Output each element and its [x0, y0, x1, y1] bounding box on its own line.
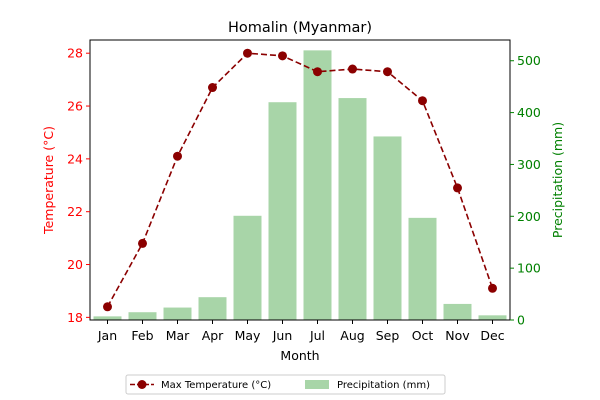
y-axis-left-label: Temperature (°C)	[41, 126, 56, 235]
y-left-tick-label: 28	[67, 46, 83, 61]
precipitation-bar-sep	[373, 136, 402, 320]
temperature-point-feb	[138, 238, 147, 248]
legend-label-temperature: Max Temperature (°C)	[161, 380, 271, 391]
x-tick-label: Oct	[412, 328, 434, 343]
temperature-point-jun	[278, 51, 287, 61]
legend-marker-swatch	[137, 380, 147, 389]
legend: Max Temperature (°C) Precipitation (mm)	[125, 374, 446, 395]
temperature-point-aug	[348, 64, 357, 74]
x-tick-label: Mar	[166, 328, 190, 343]
x-tick-label: Jul	[309, 328, 325, 343]
x-tick-label: Dec	[480, 328, 504, 343]
temperature-point-mar	[173, 151, 182, 161]
y-left-tick-label: 22	[67, 204, 83, 219]
x-tick-label: Aug	[340, 328, 364, 343]
precipitation-bar-oct	[408, 217, 437, 320]
x-axis-label: Month	[280, 348, 319, 363]
y-right-tick-label: 400	[517, 105, 541, 120]
temperature-point-may	[243, 48, 252, 58]
precipitation-bar-feb	[128, 312, 157, 320]
y-right-tick-label: 100	[517, 261, 541, 276]
x-tick-label: Sep	[376, 328, 400, 343]
y-right-tick-label: 500	[517, 53, 541, 68]
precipitation-bar-apr	[198, 297, 227, 320]
x-tick-label: Jun	[272, 328, 293, 343]
precipitation-bar-dec	[478, 315, 507, 320]
legend-frame	[125, 374, 446, 395]
axes: 18 20 22 24 26 28 0 100 200 300 400 500 Jan Feb Mar Apr…	[67, 39, 541, 343]
y-left-tick-label: 18	[67, 310, 83, 325]
precipitation-bar-nov	[443, 303, 472, 320]
y-right-tick-label: 300	[517, 157, 541, 172]
temperature-point-oct	[418, 96, 427, 106]
precipitation-bar-jan	[93, 316, 122, 320]
temperature-point-apr	[208, 83, 217, 93]
plot-frame	[89, 39, 511, 321]
temperature-line	[103, 48, 497, 312]
precipitation-bar-may	[233, 215, 262, 320]
temperature-point-sep	[383, 67, 392, 77]
x-tick-label: Jan	[97, 328, 117, 343]
chart-title: Homalin (Myanmar)	[228, 20, 372, 36]
x-tick-label: May	[235, 328, 261, 343]
precipitation-bar-jun	[268, 102, 297, 320]
temperature-point-jul	[313, 67, 322, 77]
y-axis-right-label: Precipitation (mm)	[550, 122, 565, 238]
temperature-point-nov	[453, 183, 462, 193]
temperature-point-dec	[488, 283, 497, 293]
y-left-tick-label: 20	[67, 257, 83, 272]
precipitation-bar-mar	[163, 307, 192, 320]
temperature-point-jan	[103, 302, 112, 312]
precipitation-bar-jul	[303, 50, 332, 321]
y-left-tick-label: 26	[67, 99, 83, 114]
y-left-tick-label: 24	[67, 151, 83, 166]
legend-label-precipitation: Precipitation (mm)	[337, 380, 430, 391]
y-right-tick-label: 200	[517, 209, 541, 224]
legend-bar-swatch	[305, 380, 329, 389]
temperature-series-line	[106, 52, 494, 308]
y-right-tick-label: 0	[517, 313, 525, 328]
x-tick-label: Apr	[202, 328, 224, 343]
precipitation-bars	[93, 50, 507, 321]
x-tick-label: Feb	[131, 328, 153, 343]
x-tick-label: Nov	[445, 328, 470, 343]
precipitation-bar-aug	[338, 98, 367, 321]
